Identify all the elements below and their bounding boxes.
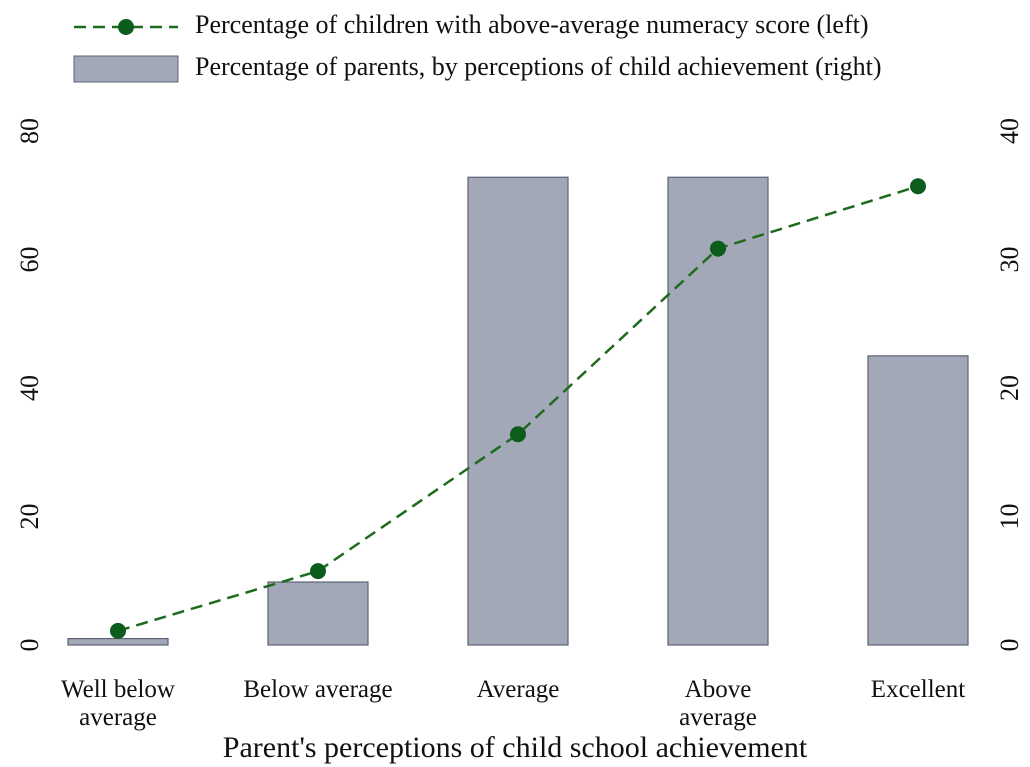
y-tick-label: 0	[15, 639, 44, 652]
y2-tick-label: 40	[995, 118, 1024, 144]
legend-swatch	[73, 55, 179, 83]
legend-label: Percentage of children with above-averag…	[195, 10, 869, 39]
legend-label: Percentage of parents, by perceptions of…	[195, 52, 882, 81]
bar	[467, 176, 569, 646]
y-tick-label: 40	[15, 375, 44, 401]
y2-tick-label: 20	[995, 375, 1024, 401]
marker	[510, 426, 526, 443]
y-tick-label: 60	[15, 247, 44, 273]
marker	[310, 563, 326, 580]
x-tick-label: Excellent	[870, 676, 966, 703]
bar	[867, 355, 969, 646]
x-tick-label: Above average	[679, 676, 757, 731]
y-tick-label: 80	[15, 118, 44, 144]
y-tick-label: 20	[15, 504, 44, 530]
y2-tick-label: 10	[995, 504, 1024, 530]
marker	[710, 240, 726, 257]
marker	[910, 178, 926, 195]
x-tick-label: Below average	[243, 676, 393, 703]
line	[117, 185, 919, 633]
bar	[67, 637, 169, 646]
marker	[110, 622, 126, 639]
y2-tick-label: 30	[995, 247, 1024, 273]
x-tick-label: Average	[476, 676, 560, 703]
y2-tick-label: 0	[995, 639, 1024, 652]
legend-marker	[118, 19, 134, 35]
x-tick-label: Well below average	[61, 676, 175, 731]
x-axis-title: Parent's perceptions of child school ach…	[223, 731, 808, 764]
bar	[267, 581, 369, 646]
